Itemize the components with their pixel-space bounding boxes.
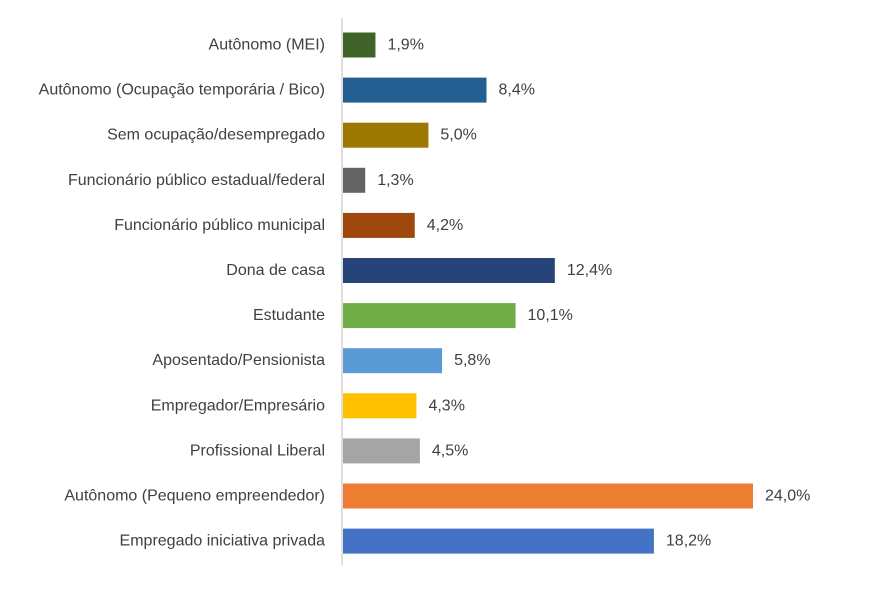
bar [343,393,417,419]
category-label: Empregado iniciativa privada [120,533,326,550]
value-labels: 1,9% 8,4% 5,0% 1,3% 4,2% 12,4% 10,1% 5,8% 4,3% 4,… [377,37,810,550]
bars [343,32,753,554]
category-label: Autônomo (Ocupação temporária / Bico) [39,82,325,99]
category-label: Estudante [253,307,325,324]
value-label: 24,0% [765,488,810,505]
value-label: 4,2% [427,217,463,234]
bar [343,528,654,554]
value-label: 5,0% [440,127,476,144]
value-label: 5,8% [454,352,490,369]
bar [343,77,487,103]
value-label: 1,3% [377,172,413,189]
value-label: 4,5% [432,442,468,459]
value-label: 1,9% [387,37,423,54]
bar [343,348,443,374]
value-label: 8,4% [499,82,535,99]
bar [343,483,753,509]
bar [343,303,516,329]
category-label: Dona de casa [226,262,325,279]
category-label: Autônomo (Pequeno empreendedor) [64,488,325,505]
value-label: 12,4% [567,262,612,279]
bar [343,212,415,238]
category-label: Empregador/Empresário [151,397,325,414]
bar [343,32,376,58]
category-label: Sem ocupação/desempregado [107,127,325,144]
category-label: Funcionário público estadual/federal [68,172,325,189]
bar [343,438,420,464]
category-label: Profissional Liberal [190,442,325,459]
category-label: Autônomo (MEI) [209,37,325,54]
category-label: Aposentado/Pensionista [152,352,325,369]
bar [343,167,366,193]
value-label: 18,2% [666,533,711,550]
bar [343,122,429,148]
category-labels: Autônomo (MEI) Autônomo (Ocupação temporá… [39,37,325,550]
value-label: 10,1% [528,307,573,324]
category-label: Funcionário público municipal [114,217,325,234]
value-label: 4,3% [428,397,464,414]
bar [343,258,555,283]
